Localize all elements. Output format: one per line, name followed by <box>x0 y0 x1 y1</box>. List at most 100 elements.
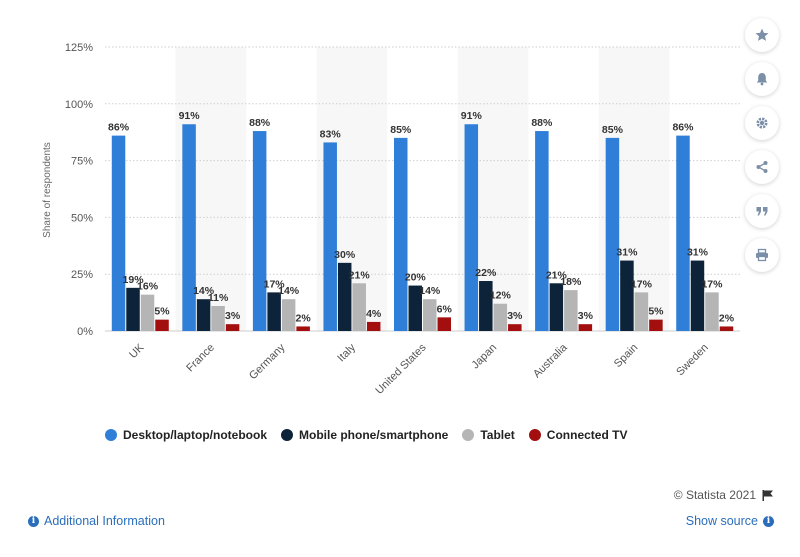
data-label: 88% <box>531 117 553 129</box>
bar[interactable] <box>705 292 719 331</box>
print-button[interactable] <box>745 238 779 272</box>
bar[interactable] <box>423 299 437 331</box>
info-icon: i <box>28 515 39 527</box>
credit: © Statista 2021 <box>674 488 774 502</box>
legend-item[interactable]: Tablet <box>462 428 515 442</box>
data-label: 11% <box>208 292 229 304</box>
legend-marker <box>462 429 475 441</box>
cite-button[interactable] <box>745 194 779 228</box>
data-label: 2% <box>719 312 735 324</box>
bar[interactable] <box>366 321 381 331</box>
legend-label: Connected TV <box>546 428 628 442</box>
data-label: 85% <box>602 124 624 136</box>
data-label: 31% <box>616 247 638 259</box>
bar[interactable] <box>225 324 240 331</box>
favorite-button[interactable] <box>745 18 779 52</box>
bar[interactable] <box>634 292 649 331</box>
x-tick-label: Germany <box>247 341 288 382</box>
bar[interactable] <box>267 292 281 331</box>
bar[interactable] <box>252 131 267 331</box>
bar[interactable] <box>719 326 734 331</box>
data-label: 3% <box>578 310 594 322</box>
settings-button[interactable] <box>745 106 779 140</box>
additional-information-link[interactable]: i Additional Information <box>28 514 165 528</box>
data-label: 18% <box>560 276 582 288</box>
notification-button[interactable] <box>745 62 779 96</box>
quote-icon <box>756 207 768 216</box>
additional-information-label: Additional Information <box>44 514 165 528</box>
bar[interactable] <box>111 135 126 331</box>
bar[interactable] <box>211 306 225 331</box>
bar[interactable] <box>126 287 140 331</box>
data-label: 91% <box>461 110 483 122</box>
y-tick-label: 100% <box>65 99 93 111</box>
bell-icon <box>756 73 768 86</box>
y-axis-ticks: 0% 25% 50% 75% 100% 125% <box>65 42 93 338</box>
bar[interactable] <box>408 285 423 331</box>
legend-label: Desktop/laptop/notebook <box>123 428 267 442</box>
data-label: 17% <box>264 278 286 290</box>
data-label: 83% <box>320 128 342 140</box>
share-button[interactable] <box>745 150 779 184</box>
data-label: 2% <box>296 312 312 324</box>
bar[interactable] <box>493 303 508 331</box>
data-label: 30% <box>334 249 356 261</box>
bar[interactable] <box>508 324 522 331</box>
data-label: 21% <box>349 269 371 281</box>
y-axis-label: Share of respondents <box>42 142 53 238</box>
x-axis-ticks: UK France Germany Italy United States Japan Au… <box>127 341 711 397</box>
flag-icon <box>762 489 773 501</box>
bar[interactable] <box>352 283 366 331</box>
bar[interactable] <box>437 317 452 331</box>
side-toolbar <box>745 18 779 272</box>
bar[interactable] <box>281 299 296 331</box>
star-icon <box>755 28 769 41</box>
data-label: 3% <box>225 310 241 322</box>
legend-marker <box>528 429 541 441</box>
bar[interactable] <box>196 299 211 331</box>
data-label: 14% <box>278 285 300 297</box>
legend-marker <box>281 429 293 441</box>
bar[interactable] <box>140 294 155 331</box>
legend-item[interactable]: Mobile phone/smartphone <box>281 428 448 442</box>
bar[interactable] <box>337 262 352 331</box>
x-tick-label: UK <box>127 341 147 361</box>
x-tick-label: France <box>184 342 217 375</box>
data-label: 14% <box>419 285 441 297</box>
data-label: 17% <box>701 278 723 290</box>
x-tick-label: Italy <box>335 341 358 364</box>
data-label: 5% <box>648 306 664 318</box>
bar[interactable] <box>605 137 620 331</box>
x-tick-label: United States <box>373 341 429 397</box>
x-tick-label: Japan <box>469 342 499 372</box>
bar[interactable] <box>464 124 479 331</box>
bar[interactable] <box>578 324 593 331</box>
bar[interactable] <box>649 319 663 331</box>
x-tick-label: Australia <box>531 341 570 380</box>
legend-item[interactable]: Desktop/laptop/notebook <box>105 428 267 442</box>
grid-lines <box>105 46 740 332</box>
show-source-link[interactable]: Show source i <box>686 514 774 528</box>
legend: Desktop/laptop/notebook Mobile phone/smar… <box>105 428 627 442</box>
bar[interactable] <box>549 283 564 331</box>
bar[interactable] <box>479 281 493 331</box>
bar[interactable] <box>182 124 196 331</box>
bar[interactable] <box>564 290 578 331</box>
show-source-label: Show source <box>685 514 758 528</box>
bar[interactable] <box>296 326 310 331</box>
bar[interactable] <box>394 137 408 331</box>
data-label: 3% <box>507 310 523 322</box>
legend-item[interactable]: Connected TV <box>528 428 628 442</box>
bar[interactable] <box>155 319 169 331</box>
y-tick-label: 0% <box>77 326 93 338</box>
bar[interactable] <box>690 260 705 331</box>
bar[interactable] <box>323 142 337 331</box>
legend-marker <box>105 429 117 441</box>
bar[interactable] <box>676 135 690 331</box>
bar[interactable] <box>535 131 549 331</box>
x-tick-label: Sweden <box>674 342 711 379</box>
data-label: 91% <box>179 110 201 122</box>
bar[interactable] <box>620 260 634 331</box>
data-label: 20% <box>405 272 427 284</box>
y-tick-label: 75% <box>71 156 93 168</box>
